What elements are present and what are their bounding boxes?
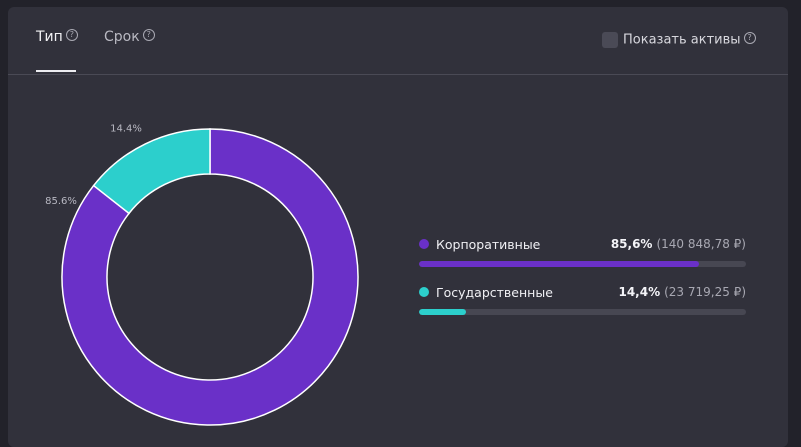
legend-bar-fill-corporate	[419, 261, 699, 267]
legend-dot-corporate	[419, 239, 429, 249]
tab-type[interactable]: Тип?	[36, 29, 78, 45]
donut-slice-government[interactable]	[92, 128, 211, 215]
tab-bar: Тип? Срок? Показать активы?	[8, 7, 788, 75]
legend-name-government: Государственные	[436, 285, 553, 300]
slice-label-corporate: 85.6%	[45, 196, 77, 207]
legend-name-corporate: Корпоративные	[436, 237, 541, 252]
show-assets-checkbox[interactable]	[602, 32, 618, 48]
show-assets-label: Показать активы	[623, 32, 741, 48]
legend-bar-government	[419, 309, 746, 315]
legend-pct-government: 14,4%	[618, 285, 661, 299]
legend-bar-corporate	[419, 261, 746, 267]
legend-amount-government: (23 719,25 ₽)	[664, 285, 746, 299]
donut-slice-corporate[interactable]	[61, 128, 359, 426]
help-icon[interactable]: ?	[142, 29, 155, 41]
legend-dot-government	[419, 287, 429, 297]
slice-label-government: 14.4%	[110, 124, 142, 135]
allocation-card: Тип? Срок? Показать активы? 85.6% 14.4% К…	[8, 7, 788, 447]
legend-value-government: 14,4% (23 719,25 ₽)	[618, 285, 746, 299]
help-icon[interactable]: ?	[743, 32, 756, 44]
legend-amount-corporate: (140 848,78 ₽)	[656, 237, 746, 251]
legend-value-corporate: 85,6% (140 848,78 ₽)	[611, 237, 746, 251]
tab-term-label: Срок	[104, 29, 140, 45]
tab-term[interactable]: Срок?	[104, 29, 155, 45]
legend-pct-corporate: 85,6%	[610, 237, 653, 251]
show-assets-toggle[interactable]: Показать активы?	[602, 32, 756, 48]
donut-chart: 85.6% 14.4%	[45, 124, 359, 426]
tab-type-label: Тип	[36, 29, 63, 45]
active-tab-indicator	[36, 70, 76, 72]
help-icon[interactable]: ?	[65, 29, 78, 41]
legend-bar-fill-government	[419, 309, 467, 315]
